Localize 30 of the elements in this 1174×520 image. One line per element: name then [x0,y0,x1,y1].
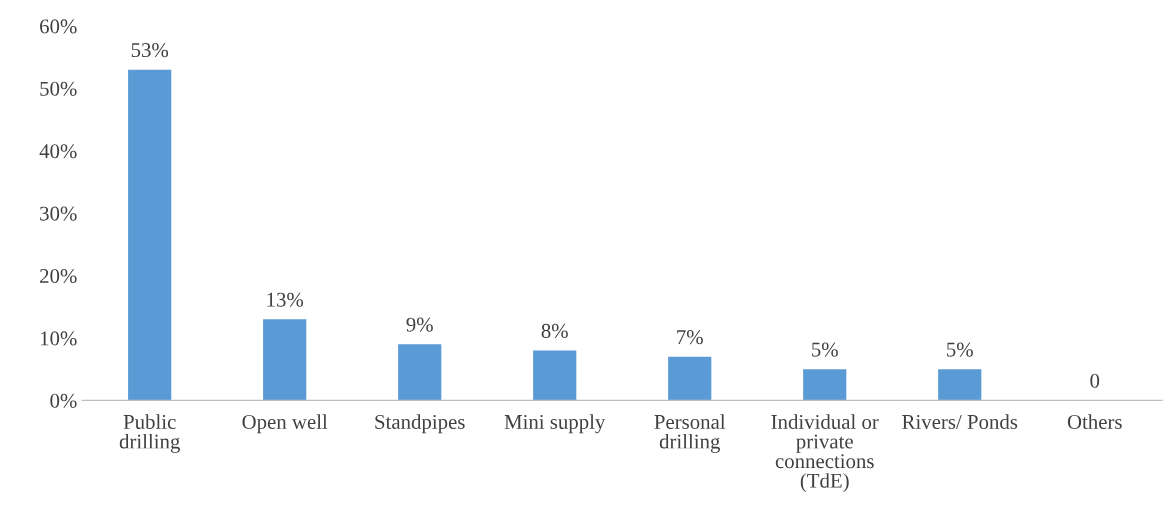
x-tick-label: Public drilling [119,414,180,453]
bar [668,356,712,401]
y-tick-label: 20% [40,268,77,284]
y-tick-label: 10% [40,331,77,346]
bar [533,350,577,401]
y-tick-label: 50% [40,81,77,96]
bar [263,319,307,401]
y-tick-label: 30% [40,206,77,221]
x-tick-label: Standpipes [375,414,465,434]
data-label: 5% [947,342,973,357]
data-label: 0 [1090,373,1100,388]
y-tick-label: 0% [50,393,77,408]
y-tick-label: 60% [40,19,77,34]
y-tick-label: 40% [39,144,77,159]
data-label: 13% [267,292,304,307]
bar [398,344,442,401]
x-tick-label: Others [1067,414,1122,429]
bar [803,369,847,401]
x-tick-label: Open well [242,414,328,434]
data-label: 53% [131,43,169,58]
x-tick-label: Mini supply [504,414,606,434]
bar [128,69,172,401]
data-label: 7% [677,330,703,345]
x-tick-label: Individual or private connections (TdE) [771,414,879,493]
bar [938,369,982,401]
data-label: 5% [812,342,838,357]
data-label: 8% [541,323,568,338]
x-tick-label: Rivers/ Ponds [902,414,1018,429]
x-tick-label: Personal drilling [654,414,726,453]
data-label: 9% [406,317,433,332]
